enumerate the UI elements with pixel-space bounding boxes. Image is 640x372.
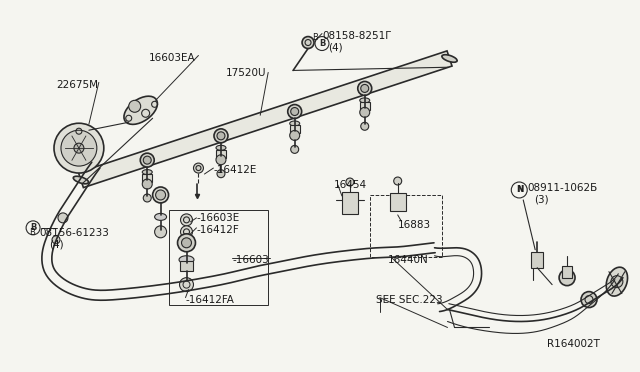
Circle shape (156, 190, 166, 200)
Circle shape (129, 100, 141, 112)
Circle shape (360, 108, 370, 117)
Circle shape (559, 270, 575, 286)
Circle shape (180, 226, 193, 238)
Circle shape (155, 226, 166, 238)
Text: B: B (30, 223, 36, 232)
Text: 16883: 16883 (397, 220, 431, 230)
Circle shape (217, 170, 225, 178)
Text: -16412F: -16412F (196, 225, 239, 235)
Text: SEE SEC.223: SEE SEC.223 (376, 295, 442, 305)
Bar (290, 125, 300, 134)
Text: R164002T: R164002T (547, 339, 600, 349)
Text: 17520U: 17520U (225, 68, 266, 78)
Text: (4): (4) (49, 240, 63, 250)
Circle shape (394, 177, 402, 185)
Circle shape (361, 84, 369, 92)
Circle shape (214, 129, 228, 143)
Circle shape (288, 105, 301, 119)
Text: 08158-8251Г: 08158-8251Г (322, 31, 392, 41)
Ellipse shape (216, 145, 226, 150)
Circle shape (143, 194, 151, 202)
Text: -16603E: -16603E (196, 213, 240, 223)
Text: 08156-61233: 08156-61233 (39, 228, 109, 238)
Bar (390, 193, 406, 211)
Text: -16412E: -16412E (213, 165, 257, 175)
Bar (142, 174, 152, 182)
Circle shape (302, 36, 314, 48)
Bar (216, 150, 226, 158)
Circle shape (611, 276, 623, 288)
Text: 16603EA: 16603EA (148, 52, 195, 62)
Ellipse shape (606, 267, 628, 296)
Text: -16412FA: -16412FA (186, 295, 234, 305)
Bar (562, 266, 572, 278)
Ellipse shape (73, 176, 88, 184)
Text: 22675M: 22675M (56, 80, 98, 90)
Text: -16603: -16603 (232, 255, 269, 265)
Circle shape (216, 155, 226, 165)
Ellipse shape (155, 214, 166, 220)
Circle shape (152, 187, 168, 203)
Polygon shape (79, 51, 452, 187)
Circle shape (358, 81, 372, 95)
Text: B: B (29, 228, 35, 237)
Text: 16440N: 16440N (388, 255, 429, 265)
Ellipse shape (179, 256, 194, 264)
Bar (360, 102, 370, 110)
Circle shape (581, 292, 597, 308)
Circle shape (361, 122, 369, 130)
Circle shape (74, 143, 84, 153)
Circle shape (193, 163, 204, 173)
Circle shape (291, 145, 299, 153)
Bar (531, 252, 543, 268)
Circle shape (346, 178, 354, 186)
Circle shape (217, 132, 225, 140)
Ellipse shape (124, 96, 157, 124)
Text: (3): (3) (534, 195, 549, 205)
Text: B: B (319, 39, 325, 48)
Circle shape (143, 156, 151, 164)
Circle shape (290, 131, 300, 140)
Circle shape (180, 278, 193, 292)
Bar (342, 192, 358, 214)
Text: (4): (4) (328, 42, 342, 52)
Circle shape (54, 123, 104, 173)
Text: 16454: 16454 (334, 180, 367, 190)
Ellipse shape (142, 170, 152, 174)
Ellipse shape (290, 121, 300, 126)
Bar (370, 195, 442, 257)
Circle shape (140, 153, 154, 167)
Ellipse shape (442, 55, 457, 62)
Bar (168, 210, 268, 305)
Circle shape (52, 236, 60, 244)
Circle shape (142, 179, 152, 189)
Circle shape (291, 108, 299, 115)
Circle shape (58, 213, 68, 223)
Circle shape (61, 130, 97, 166)
Bar (180, 261, 193, 271)
Text: N: N (516, 186, 523, 195)
Text: N: N (517, 185, 524, 194)
Circle shape (180, 214, 193, 226)
Circle shape (177, 234, 195, 252)
Circle shape (182, 238, 191, 248)
Ellipse shape (360, 98, 370, 103)
Text: B: B (312, 33, 318, 42)
Text: 08911-1062Б: 08911-1062Б (527, 183, 598, 193)
